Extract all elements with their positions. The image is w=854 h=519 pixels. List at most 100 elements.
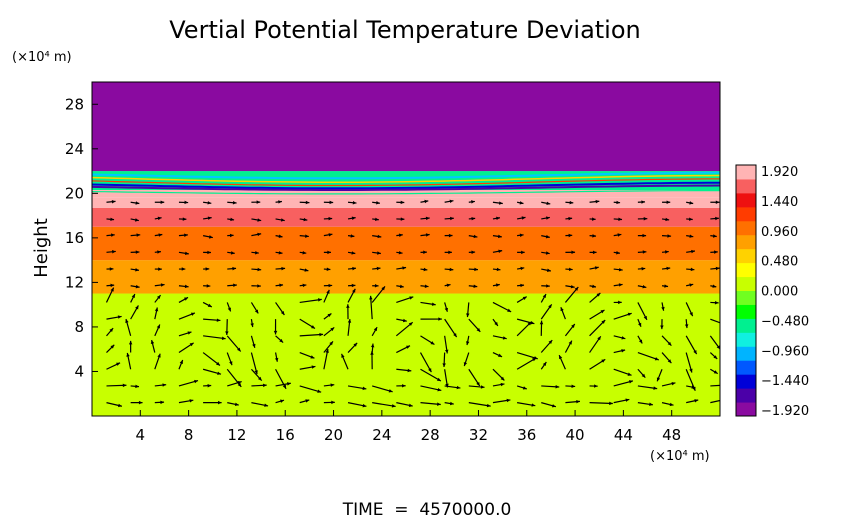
wind-vector-head — [600, 309, 605, 314]
wind-vector-head — [642, 233, 647, 238]
wind-vector-head — [521, 216, 526, 220]
wind-vector-head — [135, 284, 140, 289]
colorbar-frame — [735, 164, 757, 417]
wind-vector-head — [257, 376, 262, 381]
wind-vector-head — [341, 353, 345, 358]
wind-vector-head — [519, 201, 524, 205]
wave-band-2 — [92, 178, 720, 187]
wind-vector-head — [638, 322, 642, 327]
wind-vector-head — [689, 312, 693, 317]
wind-vector-head — [654, 357, 659, 361]
wind-vector-head — [229, 361, 233, 366]
wind-vector-head — [729, 397, 733, 400]
y-tick-label: 28 — [65, 95, 84, 113]
wind-vector-head — [408, 403, 413, 408]
wind-vector-head — [264, 403, 269, 407]
wind-vector — [516, 351, 538, 360]
wind-vector-head — [712, 284, 717, 288]
wind-vector-head — [500, 382, 505, 387]
wind-vector-head — [305, 399, 310, 403]
y-axis: 4 8 12 16 20 24 28 — [65, 95, 98, 380]
chart-title: Vertial Potential Temperature Deviation — [169, 16, 641, 44]
wind-vector-head — [497, 234, 502, 239]
wind-vector-head — [206, 284, 211, 288]
wind-vector-head — [594, 266, 599, 270]
wind-vector-head — [444, 307, 449, 312]
wind-vector-head — [391, 404, 396, 408]
wind-vector-head — [376, 201, 380, 205]
wind-vector-head — [257, 267, 262, 272]
wind-vector-head — [688, 217, 693, 221]
wind-vector-head — [542, 362, 547, 366]
wind-vector-head — [347, 319, 352, 323]
wind-vector-head — [233, 283, 237, 288]
wind-vector-head — [618, 300, 622, 305]
wind-vector-head — [304, 268, 309, 272]
wind-vector-head — [712, 234, 717, 238]
wind-vector-head — [234, 402, 239, 407]
x-tick-label: 12 — [227, 426, 246, 444]
wind-vector-head — [160, 400, 165, 405]
wind-vector-head — [110, 217, 115, 222]
wind-vector-head — [519, 233, 524, 237]
wind-vector-head — [715, 266, 720, 271]
wind-vector-head — [641, 373, 646, 378]
wind-vector-head — [522, 386, 527, 390]
colorbar-label: −0.960 — [761, 344, 809, 359]
wind-vector-head — [520, 283, 525, 288]
wind-vector-head — [362, 386, 367, 391]
wind-vector-head — [255, 250, 259, 255]
wind-vector-head — [546, 284, 550, 288]
wind-vector-head — [539, 320, 544, 325]
wind-vector-head — [522, 296, 527, 300]
colorbar-swatch — [736, 276, 756, 291]
x-tick-label: 4 — [136, 426, 146, 444]
heatmap-layer-4 — [92, 197, 720, 208]
wind-vector-head — [570, 284, 575, 289]
wind-vector-head — [221, 336, 226, 340]
wind-vector-head — [498, 201, 503, 205]
wind-vector-head — [466, 313, 470, 318]
wind-vector-head — [596, 292, 601, 297]
wind-vector-head — [179, 360, 183, 365]
wind-vector-head — [329, 200, 334, 205]
wind-vector — [468, 402, 491, 407]
wind-vector-head — [520, 266, 525, 271]
wind-vector-head — [693, 350, 697, 355]
wind-vector-head — [425, 216, 430, 221]
wind-vector-head — [118, 403, 122, 408]
wind-vector-head — [317, 389, 322, 393]
wind-vector-head — [109, 267, 114, 271]
wave-band-0 — [92, 171, 720, 180]
colorbar-swatch — [736, 248, 756, 264]
wind-vector-head — [656, 377, 661, 382]
wind-vector — [420, 368, 442, 382]
colorbar-swatch — [736, 165, 756, 180]
heatmap-layer-0 — [92, 293, 720, 416]
wind-vector-head — [229, 233, 234, 238]
wind-vector-head — [621, 336, 626, 340]
wind-vector-head — [402, 384, 406, 388]
time-label: TIME = 4570000.0 — [342, 500, 512, 519]
wind-vector-head — [352, 266, 357, 271]
wind-vector-head — [445, 383, 449, 388]
wind-vector-head — [327, 250, 331, 255]
wind-vector-head — [135, 268, 139, 272]
wind-vector-head — [449, 401, 454, 406]
wind-vector-head — [122, 383, 127, 388]
heatmap-layer-2 — [92, 226, 720, 261]
wind-vector-head — [157, 250, 161, 254]
wind-vector-head — [190, 312, 195, 316]
wind-vector-head — [430, 341, 435, 345]
colorbar-label: 1.440 — [761, 195, 798, 210]
wind-vector-head — [568, 267, 573, 272]
wind-vector-head — [162, 383, 167, 387]
wind-vector-head — [618, 283, 623, 287]
colorbar-swatch — [736, 346, 756, 361]
wind-vector-head — [369, 295, 373, 300]
wind-vector-head — [302, 251, 307, 255]
wind-vector-head — [448, 250, 452, 255]
wind-vector-head — [480, 385, 485, 389]
wind-vector-head — [254, 309, 259, 314]
